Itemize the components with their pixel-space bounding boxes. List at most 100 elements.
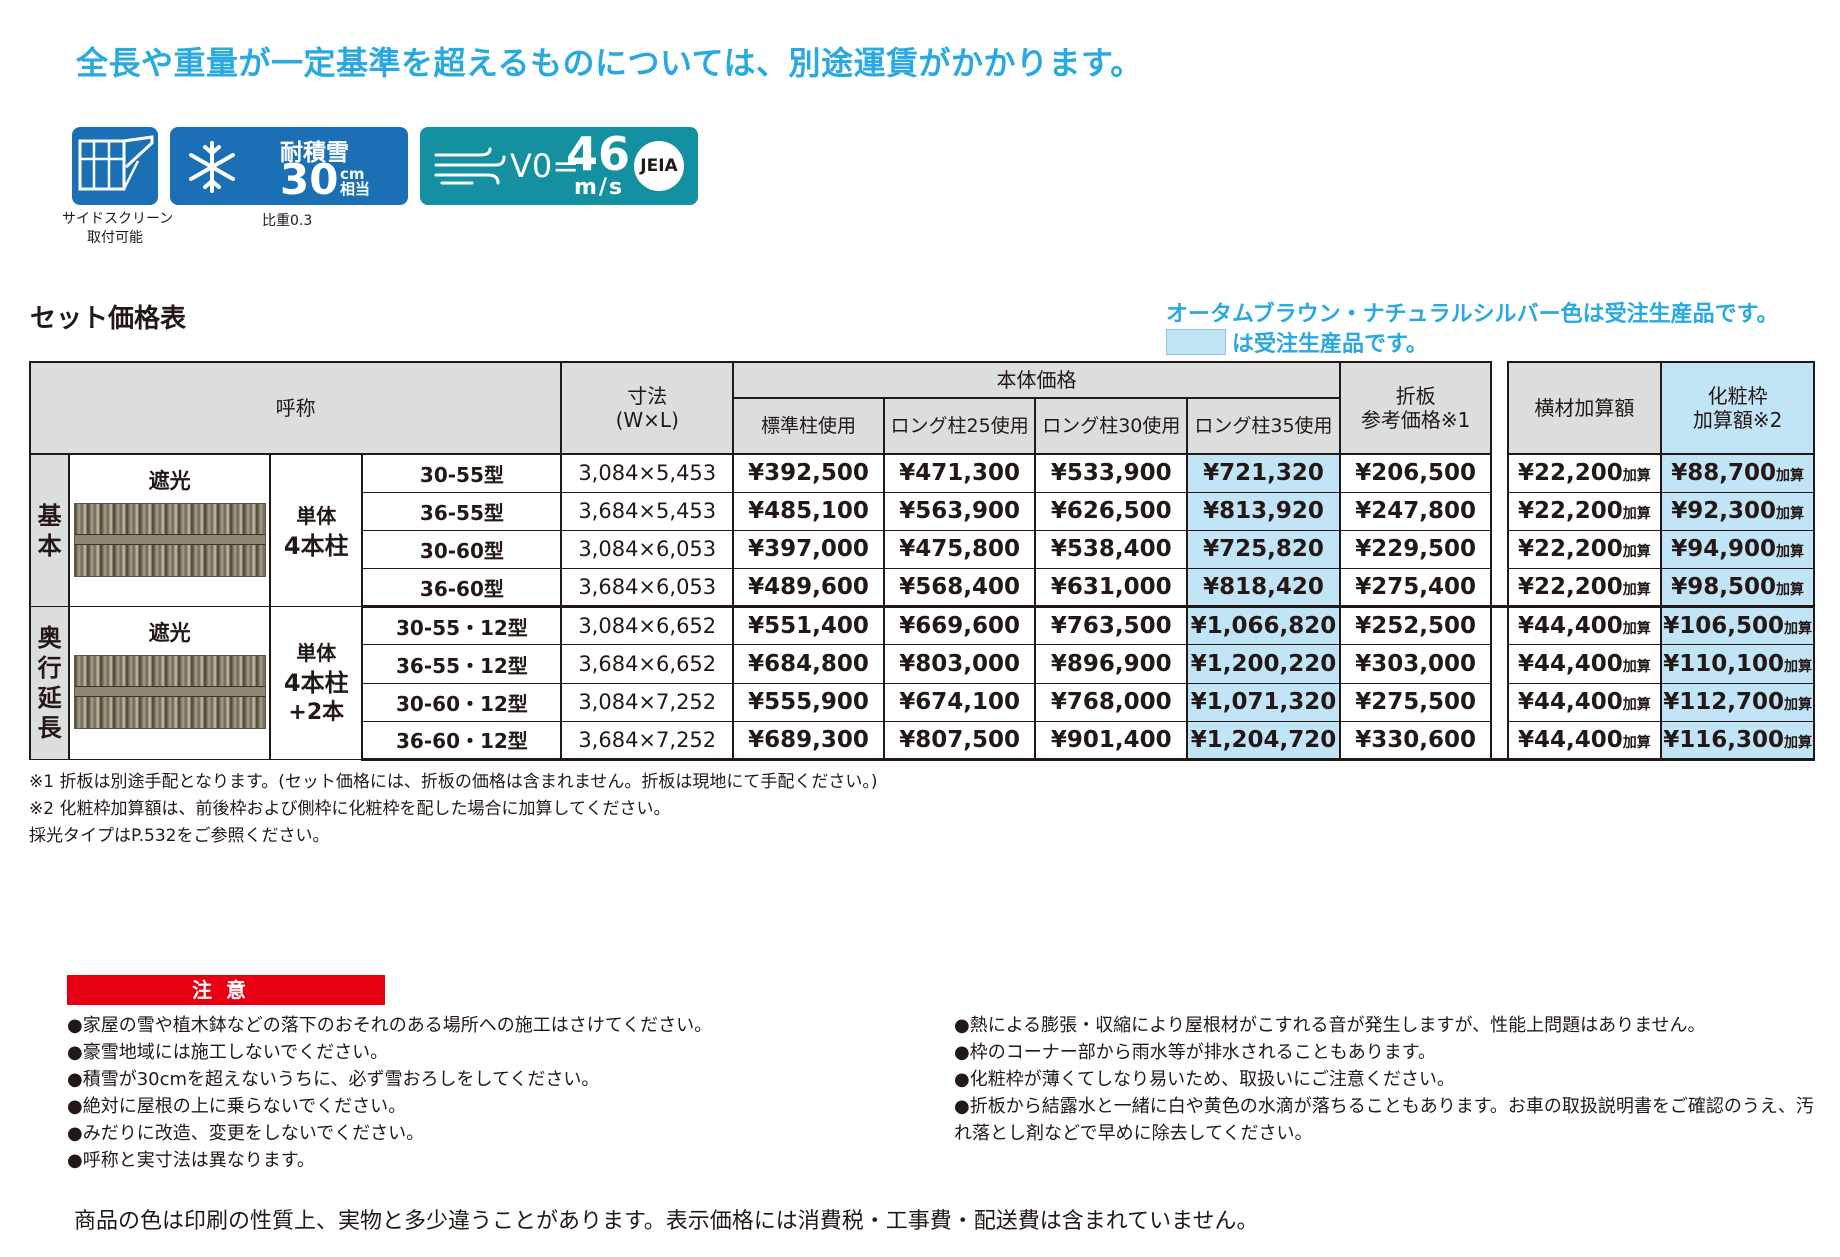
wind-label: V0=: [510, 147, 580, 185]
price-long30: ¥896,900: [1034, 644, 1189, 684]
price-trim-value: ¥110,100: [1663, 651, 1784, 678]
footnote-1: ※1 折板は別途手配となります。(セット価格には、折板の価格は含まれません。折板…: [29, 772, 878, 792]
snow-load-badge: 耐積雪 30 cm 相当: [170, 127, 408, 205]
snow-load-unit-bottom: 相当: [340, 180, 371, 198]
caution-item: 家屋の雪や植木鉢などの落下のおそれのある場所への施工はさけてください。: [67, 1012, 712, 1039]
price-trim: ¥94,900加算: [1660, 530, 1815, 570]
snow-load-caption: 比重0.3: [262, 213, 313, 229]
price-table: 呼称 寸法 (W×L) 本体価格 折板 参考価格※1 横材加算額 化粧枠 加算額…: [28, 361, 1815, 762]
size-value: 3,684×6,053: [560, 568, 735, 609]
size-value: 3,084×7,252: [560, 683, 735, 722]
add-suffix: 加算: [1776, 506, 1804, 523]
price-trim-value: ¥98,500: [1671, 574, 1776, 601]
price-standard: ¥689,300: [732, 721, 885, 762]
config-line1: 単体: [296, 503, 337, 528]
product-photo: [73, 655, 266, 730]
header-trim-line1: 化粧枠: [1707, 384, 1768, 408]
price-long35: ¥813,920: [1186, 492, 1341, 531]
price-cross: ¥22,200加算: [1506, 568, 1663, 609]
price-long25: ¥674,100: [882, 683, 1037, 722]
price-long30: ¥538,400: [1034, 530, 1189, 570]
add-suffix: 加算: [1784, 734, 1812, 751]
model-name: 36-55・12型: [361, 644, 563, 684]
side-screen-caption-line1: サイドスクリーン: [62, 211, 174, 227]
gap-cell: [1490, 492, 1509, 531]
caution-list-left: 家屋の雪や植木鉢などの落下のおそれのある場所への施工はさけてください。 豪雪地域…: [67, 1012, 712, 1174]
table-row: 基本 遮光 単体 4本柱 30-55型 3,084×5,453 ¥392,500 ¥471,3…: [28, 454, 1815, 608]
table-row: 36-60・12型 3,684×7,252 ¥689,300 ¥807,500 ¥901…: [30, 721, 1815, 762]
price-trim-value: ¥106,500: [1663, 613, 1784, 640]
header-cross: 横材加算額: [1506, 361, 1663, 455]
caution-title: 注意: [67, 975, 385, 1005]
price-long25: ¥475,800: [882, 530, 1037, 570]
model-name: 36-60・12型: [361, 721, 563, 762]
price-trim: ¥116,300加算: [1660, 721, 1815, 762]
legend-swatch: [1166, 329, 1226, 355]
price-trim: ¥88,700加算: [1660, 454, 1815, 493]
side-screen-caption-line2: 取付可能: [87, 230, 143, 246]
price-trim-value: ¥116,300: [1663, 726, 1784, 753]
price-long35: ¥1,204,720: [1186, 721, 1341, 762]
snow-load-unit-top: cm: [340, 165, 365, 183]
price-fold: ¥330,600: [1338, 721, 1493, 762]
gap-cell: [1490, 568, 1509, 609]
configuration-cell: 単体 4本柱 +2本: [269, 606, 364, 760]
price-long30: ¥626,500: [1034, 492, 1189, 531]
price-long25: ¥563,900: [882, 492, 1037, 531]
header-body-price: 本体価格: [732, 361, 1341, 399]
header-standard: 標準柱使用: [732, 397, 885, 455]
price-cross-value: ¥22,200: [1518, 536, 1623, 563]
price-cross: ¥22,200加算: [1506, 454, 1663, 493]
model-name: 30-55・12型: [361, 606, 563, 646]
add-suffix: 加算: [1622, 544, 1651, 561]
snow-load-value: 30: [280, 155, 339, 204]
jeia-logo: JEIA: [634, 141, 684, 191]
header-long25: ロング柱25使用: [882, 397, 1037, 455]
price-long30: ¥631,000: [1034, 568, 1189, 609]
price-cross: ¥22,200加算: [1506, 492, 1663, 531]
header-fold-line2: 参考価格※1: [1360, 408, 1471, 432]
price-cross-value: ¥44,400: [1518, 613, 1623, 640]
header-long35: ロング柱35使用: [1186, 397, 1341, 455]
add-suffix: 加算: [1622, 621, 1651, 638]
price-cross: ¥44,400加算: [1506, 721, 1663, 762]
price-trim-value: ¥112,700: [1663, 689, 1784, 716]
price-long25: ¥669,600: [882, 606, 1037, 646]
snow-load-title: 耐積雪: [280, 140, 349, 166]
price-cross-value: ¥22,200: [1518, 460, 1623, 487]
caution-item: 枠のコーナー部から雨水等が排水されることもあります。: [954, 1039, 1814, 1066]
table-row: 36-55・12型 3,684×6,652 ¥684,800 ¥803,000 ¥896…: [30, 644, 1815, 684]
caution-list-right: 熱による膨張・収縮により屋根材がこすれる音が発生しますが、性能上問題はありません…: [954, 1012, 1814, 1147]
header-trim-line2: 加算額※2: [1692, 408, 1783, 432]
wind-resistance-badge: V0= 46 m/s JEIA: [420, 127, 698, 205]
header-fold: 折板 参考価格※1: [1338, 361, 1493, 455]
table-row: 36-60型 3,684×6,053 ¥489,600 ¥568,400 ¥631,00…: [30, 568, 1815, 609]
header-fold-line1: 折板: [1395, 384, 1436, 408]
price-cross-value: ¥44,400: [1518, 726, 1623, 753]
side-screen-icon: [78, 135, 154, 191]
price-long35: ¥725,820: [1186, 530, 1341, 570]
gap-cell: [1490, 644, 1509, 684]
price-long30: ¥533,900: [1034, 454, 1189, 493]
model-name: 36-60型: [361, 568, 563, 609]
group-label-text: 基本: [37, 501, 62, 560]
price-long30: ¥901,400: [1034, 721, 1189, 762]
headline: 全長や重量が一定基準を超えるものについては、別途運賃がかかります。: [76, 44, 1143, 82]
caution-item: みだりに改造、変更をしないでください。: [67, 1120, 712, 1147]
price-trim: ¥110,100加算: [1660, 644, 1815, 684]
add-suffix: 加算: [1784, 697, 1812, 714]
config-line2: 4本柱: [283, 669, 349, 698]
price-long30: ¥763,500: [1034, 606, 1189, 646]
price-long35: ¥1,200,220: [1186, 644, 1341, 684]
price-cross: ¥44,400加算: [1506, 683, 1663, 722]
header-name: 呼称: [28, 361, 563, 455]
price-standard: ¥684,800: [732, 644, 885, 684]
price-cross: ¥44,400加算: [1506, 606, 1663, 646]
gap-cell: [1490, 454, 1509, 493]
table-row: 30-60型 3,084×6,053 ¥397,000 ¥475,800 ¥538,40…: [30, 530, 1815, 570]
bottom-note: 商品の色は印刷の性質上、実物と多少違うことがあります。表示価格には消費税・工事費…: [74, 1209, 1259, 1234]
price-long35: ¥1,071,320: [1186, 683, 1341, 722]
price-standard: ¥489,600: [732, 568, 885, 609]
price-standard: ¥551,400: [732, 606, 885, 646]
config-line1: 単体: [296, 641, 337, 666]
